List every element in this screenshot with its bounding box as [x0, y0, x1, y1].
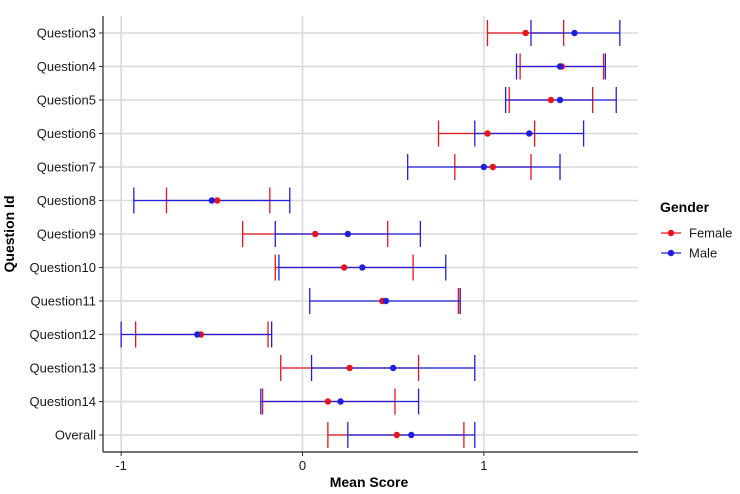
legend-title: Gender — [660, 199, 710, 215]
male-point-2 — [556, 96, 564, 104]
y-tick-label-7: Question10 — [30, 260, 97, 275]
y-tick-label-2: Question5 — [37, 93, 96, 108]
legend-female-marker — [667, 229, 675, 237]
female-point-10 — [346, 364, 353, 372]
y-tick-label-8: Question11 — [30, 294, 96, 309]
female-point-12 — [393, 431, 400, 439]
axes — [99, 16, 638, 456]
legend-female-label: Female — [689, 226, 732, 241]
mean-points — [194, 29, 578, 439]
y-tick-label-10: Question13 — [30, 361, 97, 376]
male-point-12 — [408, 431, 415, 439]
female-point-6 — [311, 230, 319, 238]
x-tick-label-1: 0 — [299, 458, 306, 473]
x-tick-label-2: 1 — [480, 458, 487, 473]
male-point-5 — [208, 197, 216, 204]
y-tick-label-0: Question3 — [37, 26, 96, 41]
y-tick-label-1: Question4 — [37, 59, 96, 74]
male-point-10 — [389, 364, 397, 372]
y-tick-label-6: Question9 — [37, 227, 96, 242]
y-tick-label-12: Overall — [55, 428, 96, 443]
x-axis-title: Mean Score — [330, 474, 409, 490]
y-tick-label-3: Question6 — [37, 126, 96, 141]
legend-male-label: Male — [689, 246, 717, 261]
x-tick-labels: -1 0 1 — [115, 458, 487, 473]
y-axis-title: Question Id — [1, 196, 17, 273]
y-tick-label-9: Question12 — [30, 327, 97, 342]
female-point-4 — [489, 163, 497, 171]
male-point-7 — [359, 264, 366, 271]
female-point-5 — [214, 197, 221, 204]
male-point-6 — [344, 230, 352, 238]
female-point-3 — [484, 130, 491, 137]
male-point-3 — [525, 130, 533, 137]
female-point-11 — [324, 398, 332, 405]
female-point-0 — [522, 29, 529, 37]
y-tick-label-4: Question7 — [37, 160, 96, 175]
y-tick-labels: Question3 Question4 Question5 Question6 Ques… — [30, 26, 97, 443]
male-point-4 — [480, 163, 488, 171]
legend-items: Female Male — [661, 226, 732, 261]
legend: Gender Female Male — [660, 199, 732, 261]
male-point-8 — [382, 297, 390, 305]
legend-male-marker — [667, 249, 675, 257]
male-point-11 — [337, 398, 344, 405]
male-point-0 — [571, 29, 578, 37]
y-tick-label-5: Question8 — [37, 193, 96, 208]
female-point-7 — [341, 264, 348, 271]
y-tick-label-11: Question14 — [30, 394, 97, 409]
female-point-2 — [547, 96, 555, 104]
male-point-9 — [194, 331, 201, 338]
x-tick-label-0: -1 — [115, 458, 127, 473]
male-point-1 — [556, 63, 564, 70]
